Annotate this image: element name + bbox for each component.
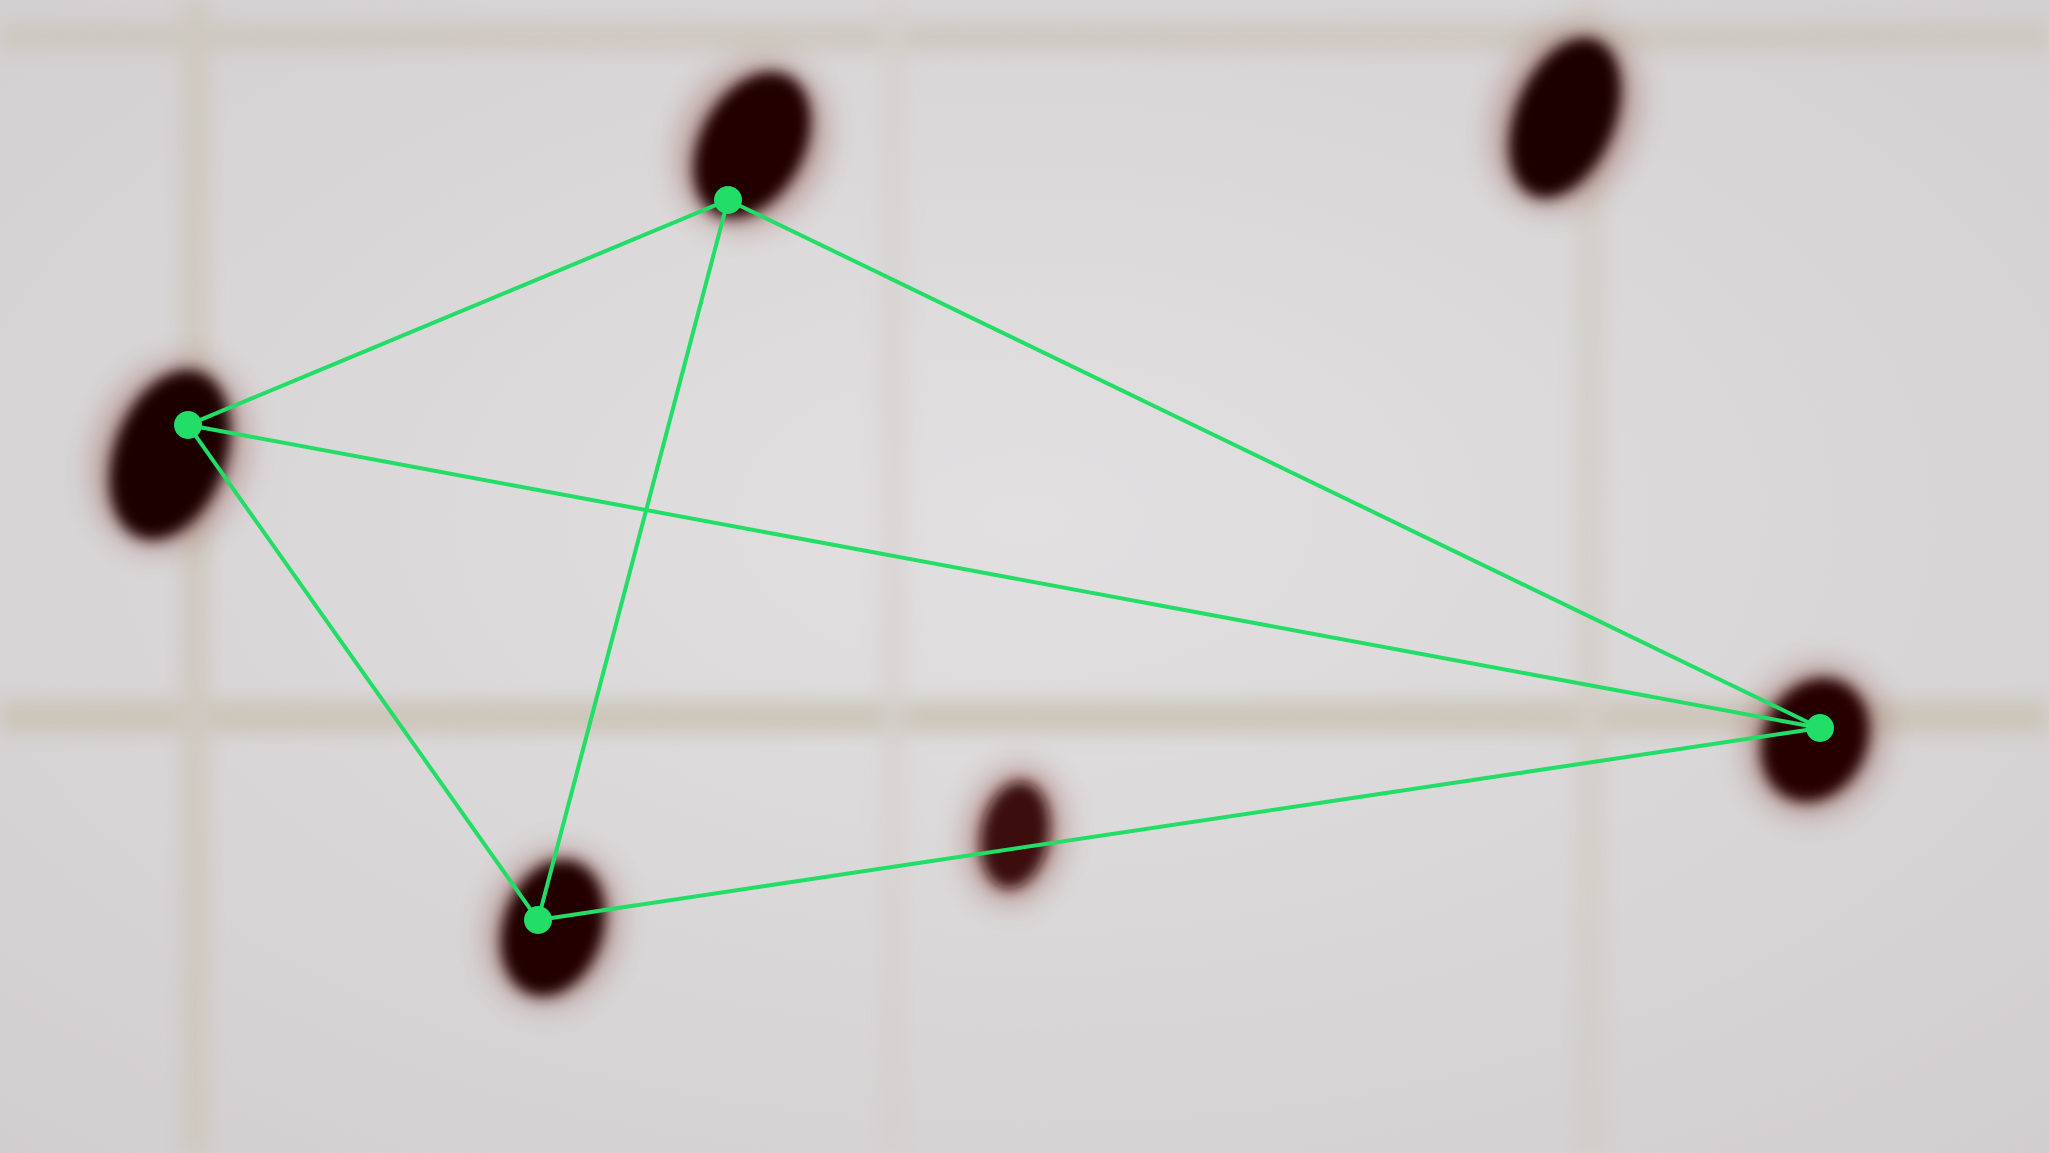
spot-top-right — [1490, 26, 1640, 210]
vertex-right — [1806, 714, 1834, 742]
spots — [91, 26, 1885, 1007]
spot-bottom-center — [964, 765, 1066, 905]
vertex-bottom — [524, 906, 552, 934]
spot-top-center — [676, 60, 828, 230]
overlay-graph — [186, 198, 1822, 922]
edge-left-bottom — [186, 423, 540, 922]
edge-bottom-right — [536, 726, 1822, 922]
edge-left-top — [186, 198, 730, 427]
edge-top-right — [726, 198, 1822, 730]
edge-top-bottom — [536, 198, 730, 922]
overlay-points — [174, 186, 1834, 934]
vertex-top — [714, 186, 742, 214]
spot-bottom-left — [485, 849, 621, 1007]
spot-left — [91, 359, 249, 551]
vertex-left — [174, 411, 202, 439]
edge-left-right — [186, 423, 1822, 730]
